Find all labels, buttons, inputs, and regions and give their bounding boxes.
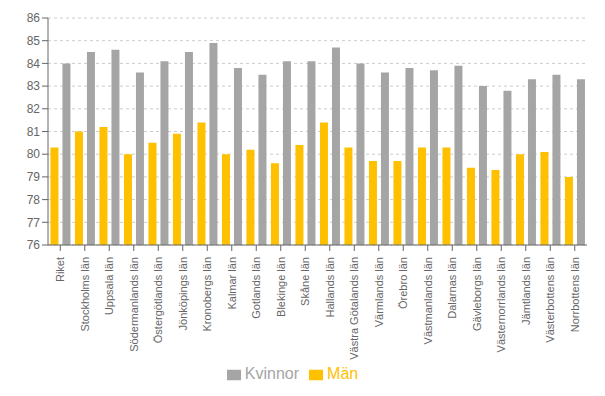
svg-text:Västernorrlands län: Västernorrlands län [495, 257, 507, 352]
svg-text:Blekinge län: Blekinge län [275, 257, 287, 317]
svg-text:Uppsala län: Uppsala län [103, 257, 115, 315]
svg-text:Skåne län: Skåne län [299, 257, 311, 306]
svg-text:78: 78 [27, 193, 41, 207]
svg-text:Hallands län: Hallands län [324, 257, 336, 318]
html-text:Kvinnor: Kvinnor [244, 365, 300, 382]
svg-text:Gävleborgs län: Gävleborgs län [471, 257, 483, 331]
svg-text:83: 83 [27, 79, 41, 93]
svg-text:Norrbottens län: Norrbottens län [569, 257, 581, 332]
svg-text:81: 81 [27, 125, 41, 139]
svg-text:79: 79 [27, 170, 41, 184]
svg-text:Södermanlands län: Södermanlands län [128, 257, 140, 352]
svg-text:Västerbottens län: Västerbottens län [544, 257, 556, 343]
svg-text:82: 82 [27, 102, 41, 116]
svg-text:Dalarnas län: Dalarnas län [446, 257, 458, 319]
svg-text:Östergötlands län: Östergötlands län [152, 257, 164, 343]
svg-text:Västmanlands län: Västmanlands län [422, 257, 434, 344]
svg-text:84: 84 [27, 57, 41, 71]
svg-text:Gotlands län: Gotlands län [250, 257, 262, 319]
svg-text:Kalmar län: Kalmar län [226, 257, 238, 310]
svg-text:Västra Götalands län: Västra Götalands län [348, 257, 360, 360]
svg-text:76: 76 [27, 238, 41, 252]
svg-text:85: 85 [27, 34, 41, 48]
svg-text:Jönköpings län: Jönköpings län [177, 257, 189, 330]
svg-text:Örebro län: Örebro län [397, 257, 409, 309]
svg-text:86: 86 [27, 11, 41, 25]
svg-text:Jämtlands län: Jämtlands län [520, 257, 532, 325]
html-text:Män: Män [327, 365, 359, 382]
svg-text:Värmlands län: Värmlands län [373, 257, 385, 327]
svg-text:Stockholms län: Stockholms län [79, 257, 91, 332]
svg-text:Kronobergs län: Kronobergs län [201, 257, 213, 332]
svg-text:Riket: Riket [54, 257, 66, 282]
svg-text:77: 77 [27, 216, 41, 230]
svg-text:80: 80 [27, 147, 41, 161]
